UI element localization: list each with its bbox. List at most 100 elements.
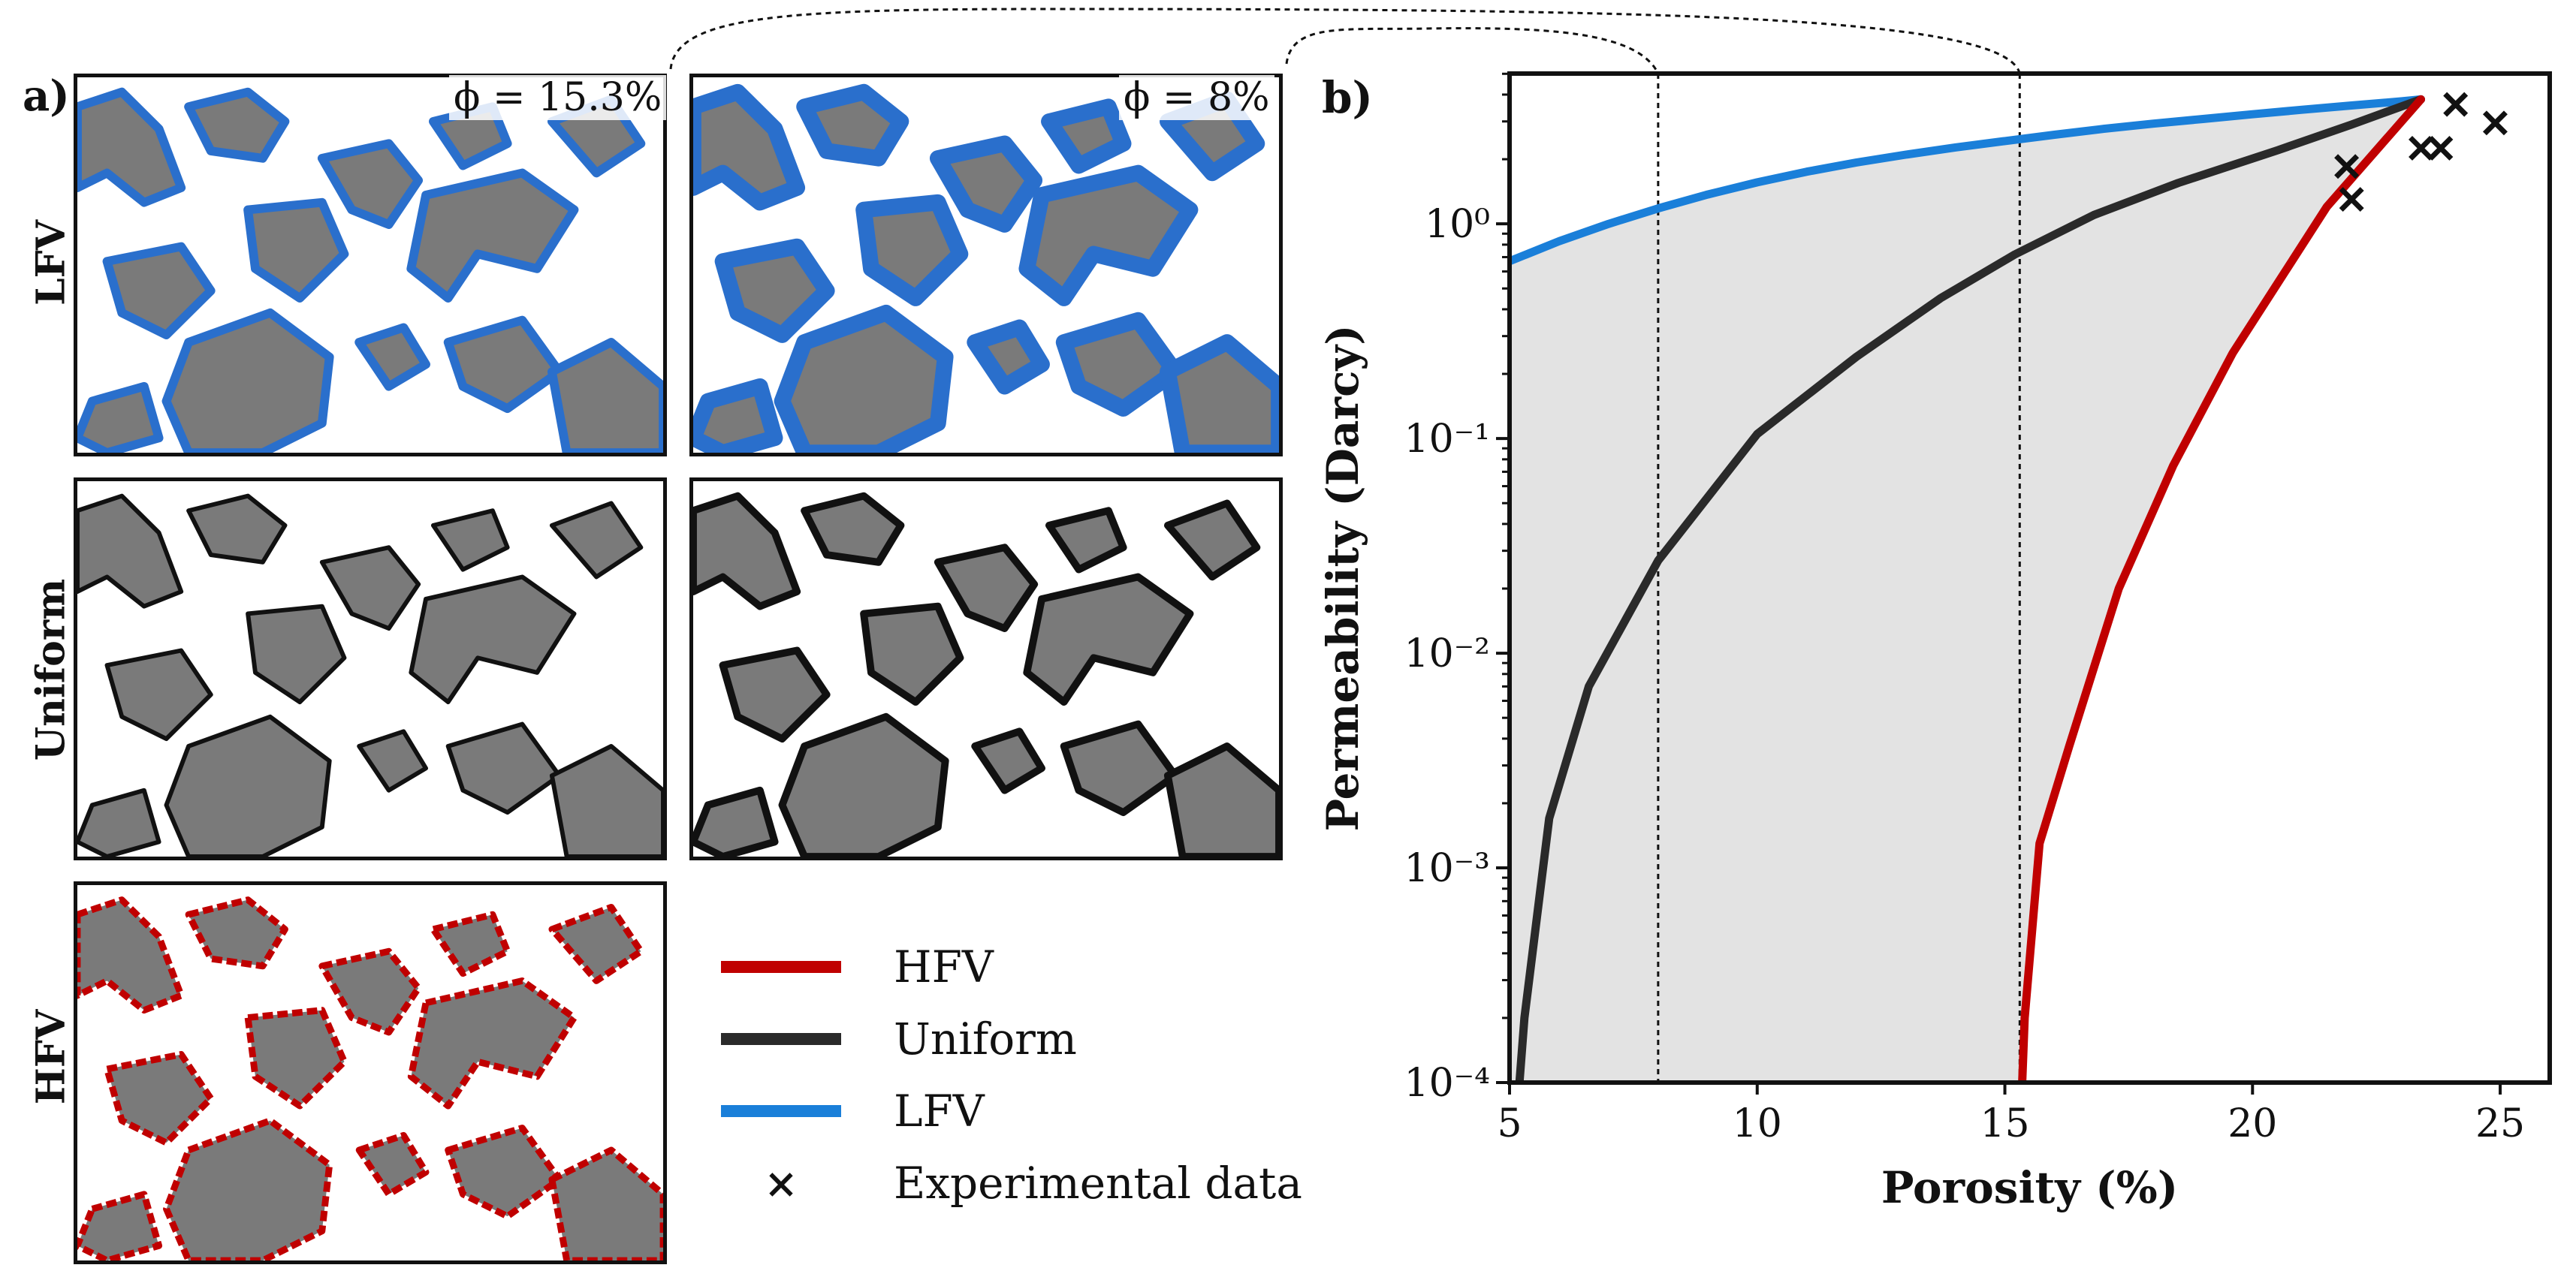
grain-8: [163, 1117, 333, 1260]
grain-7: [714, 238, 835, 343]
grain-6: [244, 1007, 348, 1110]
micro-hfv-15: [74, 881, 667, 1264]
grain-6: [243, 197, 349, 303]
grain-7: [719, 646, 831, 743]
grain-0: [77, 87, 186, 207]
shaded-region: [1510, 99, 2421, 1083]
grain-9: [443, 315, 564, 414]
grain-4: [1023, 573, 1194, 706]
grains: [77, 493, 663, 857]
grain-11: [354, 323, 430, 391]
grain-2: [317, 139, 424, 229]
legend-swatch-lfv: [721, 1105, 841, 1117]
grain-2: [318, 947, 422, 1036]
connector-arc-15: [669, 8, 2021, 74]
grain-12: [77, 1191, 163, 1260]
experimental-point-4: [2443, 92, 2469, 117]
grain-2: [934, 544, 1039, 632]
grain-3: [430, 508, 510, 572]
grain-7: [102, 242, 216, 340]
grain-1: [184, 87, 290, 163]
grain-4: [407, 977, 578, 1110]
grain-2: [319, 545, 421, 631]
grain-6: [855, 194, 969, 306]
grain-10: [1163, 742, 1279, 857]
legend-label-experimental: Experimental data: [894, 1158, 1302, 1209]
phi-label-8: ϕ = 8%: [1119, 75, 1274, 120]
grain-12: [693, 378, 783, 453]
series-line-lfv: [1510, 95, 2425, 266]
grain-11: [357, 729, 429, 793]
connector-arcs: [669, 8, 2021, 74]
grain-11: [967, 319, 1050, 395]
micro-lfv-8: [689, 74, 1283, 456]
x-tick-label-20: 20: [2228, 1101, 2277, 1146]
grain-12: [77, 381, 164, 453]
experimental-point-0: [2334, 154, 2360, 179]
grain-3: [1041, 98, 1132, 174]
grain-10: [548, 1146, 663, 1260]
grain-8: [164, 714, 332, 857]
experimental-point-3: [2428, 135, 2454, 161]
grain-4: [406, 168, 579, 303]
micro-lfv-15: [74, 74, 667, 456]
grain-8: [161, 308, 334, 453]
panel-b-letter: b): [1322, 72, 1373, 123]
experimental-point-1: [2339, 187, 2364, 212]
grain-12: [77, 788, 161, 857]
legend-item-hfv: HFV: [721, 931, 1302, 1003]
grain-2: [929, 135, 1043, 233]
y-axis-title: Permeability (Darcy): [1317, 324, 1368, 831]
grains: [77, 87, 663, 453]
experimental-point-2: [2409, 135, 2433, 161]
grain-9: [1060, 720, 1179, 817]
micro-uniform-15: [74, 477, 667, 860]
y-tick-label-0: 10⁰: [1425, 202, 1490, 247]
grain-10: [547, 338, 663, 453]
x-axis-title: Porosity (%): [1881, 1162, 2178, 1213]
grain-8: [774, 304, 954, 453]
x-tick-label-5: 5: [1497, 1101, 1522, 1146]
experimental-point-stroke: [2334, 154, 2360, 179]
grain-6: [246, 604, 347, 705]
x-tick-label-25: 25: [2475, 1101, 2525, 1146]
grain-12: [693, 786, 779, 857]
grain-11: [355, 1131, 430, 1198]
experimental-point-stroke: [2339, 187, 2364, 212]
grain-3: [1045, 507, 1127, 574]
y-tick-label--3: 10⁻³: [1404, 846, 1490, 891]
grain-1: [796, 83, 909, 167]
series-line-uniform: [1515, 95, 2425, 1083]
grain-10: [549, 744, 663, 857]
grain-8: [778, 712, 949, 857]
grain-5: [549, 501, 644, 580]
grain-5: [1163, 499, 1261, 581]
legend-label-lfv: LFV: [894, 1086, 985, 1137]
grain-6: [860, 602, 964, 706]
micro-uniform-8: [689, 477, 1283, 860]
grain-9: [445, 1125, 563, 1220]
axes-frame: [1507, 71, 2552, 1085]
legend-label-hfv: HFV: [894, 941, 994, 992]
phi-label-15: ϕ = 15.3%: [449, 75, 667, 120]
y-tick-label--4: 10⁻⁴: [1404, 1061, 1490, 1106]
grain-0: [693, 492, 801, 610]
grain-1: [185, 896, 288, 970]
grain-0: [693, 83, 806, 211]
grains: [77, 896, 663, 1260]
experimental-point-stroke: [2428, 135, 2454, 161]
grain-1: [186, 493, 288, 565]
legend-item-uniform: Uniform: [721, 1003, 1302, 1075]
grain-7: [104, 1051, 215, 1146]
grain-0: [77, 493, 184, 609]
legend-swatch-uniform: [721, 1033, 841, 1045]
grain-1: [801, 492, 905, 566]
experimental-point-stroke: [2409, 135, 2433, 161]
series-line-hfv: [2018, 95, 2425, 1083]
legend-label-uniform: Uniform: [894, 1013, 1077, 1065]
experimental-point-stroke: [2482, 110, 2508, 136]
experimental-point-stroke: [2443, 92, 2469, 117]
grain-7: [104, 648, 213, 742]
grain-4: [409, 574, 577, 705]
grains: [693, 83, 1279, 453]
